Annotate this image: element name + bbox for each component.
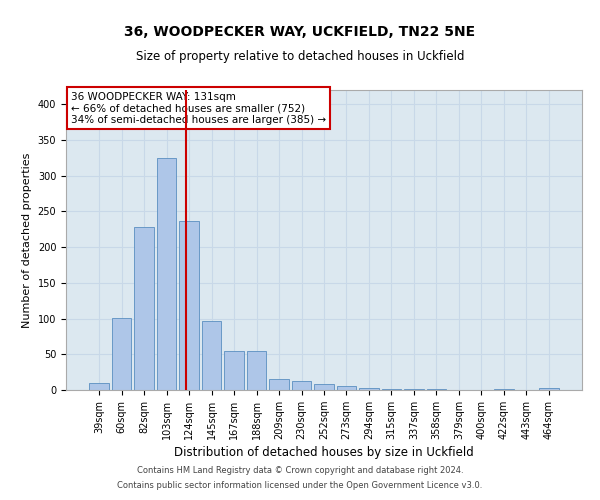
Bar xyxy=(269,380,289,390)
Bar xyxy=(134,227,154,390)
Bar xyxy=(224,352,244,390)
Bar xyxy=(494,388,514,390)
Text: Contains HM Land Registry data © Crown copyright and database right 2024.: Contains HM Land Registry data © Crown c… xyxy=(137,466,463,475)
Bar xyxy=(292,380,311,390)
Bar xyxy=(359,388,379,390)
Text: Size of property relative to detached houses in Uckfield: Size of property relative to detached ho… xyxy=(136,50,464,63)
Y-axis label: Number of detached properties: Number of detached properties xyxy=(22,152,32,328)
Bar xyxy=(404,388,424,390)
Text: 36 WOODPECKER WAY: 131sqm
← 66% of detached houses are smaller (752)
34% of semi: 36 WOODPECKER WAY: 131sqm ← 66% of detac… xyxy=(71,92,326,124)
Bar xyxy=(202,322,221,390)
Bar xyxy=(112,318,131,390)
Bar xyxy=(179,220,199,390)
Bar xyxy=(157,158,176,390)
Bar xyxy=(247,352,266,390)
Text: 36, WOODPECKER WAY, UCKFIELD, TN22 5NE: 36, WOODPECKER WAY, UCKFIELD, TN22 5NE xyxy=(124,25,476,39)
Text: Contains public sector information licensed under the Open Government Licence v3: Contains public sector information licen… xyxy=(118,481,482,490)
Bar xyxy=(89,383,109,390)
X-axis label: Distribution of detached houses by size in Uckfield: Distribution of detached houses by size … xyxy=(174,446,474,459)
Bar xyxy=(539,388,559,390)
Bar xyxy=(314,384,334,390)
Bar xyxy=(337,386,356,390)
